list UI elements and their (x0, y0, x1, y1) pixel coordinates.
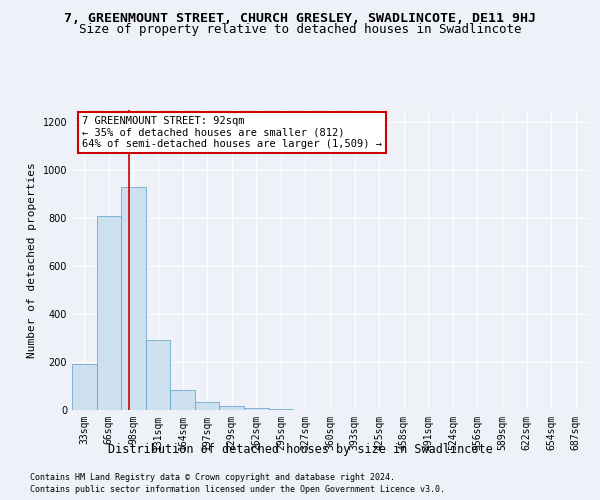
Text: Contains public sector information licensed under the Open Government Licence v3: Contains public sector information licen… (30, 485, 445, 494)
Bar (244, 408, 269, 410)
Bar (220, 406, 244, 410)
Text: Size of property relative to detached houses in Swadlincote: Size of property relative to detached ho… (79, 22, 521, 36)
Y-axis label: Number of detached properties: Number of detached properties (27, 162, 37, 358)
Text: 7 GREENMOUNT STREET: 92sqm
← 35% of detached houses are smaller (812)
64% of sem: 7 GREENMOUNT STREET: 92sqm ← 35% of deta… (82, 116, 382, 149)
Bar (121, 187, 146, 410)
Text: Distribution of detached houses by size in Swadlincote: Distribution of detached houses by size … (107, 442, 493, 456)
Text: 7, GREENMOUNT STREET, CHURCH GRESLEY, SWADLINCOTE, DE11 9HJ: 7, GREENMOUNT STREET, CHURCH GRESLEY, SW… (64, 12, 536, 26)
Bar (170, 390, 195, 410)
Bar (146, 340, 170, 410)
Text: Contains HM Land Registry data © Crown copyright and database right 2024.: Contains HM Land Registry data © Crown c… (30, 472, 395, 482)
Bar (72, 364, 97, 410)
Bar (195, 402, 220, 410)
Bar (97, 216, 121, 410)
